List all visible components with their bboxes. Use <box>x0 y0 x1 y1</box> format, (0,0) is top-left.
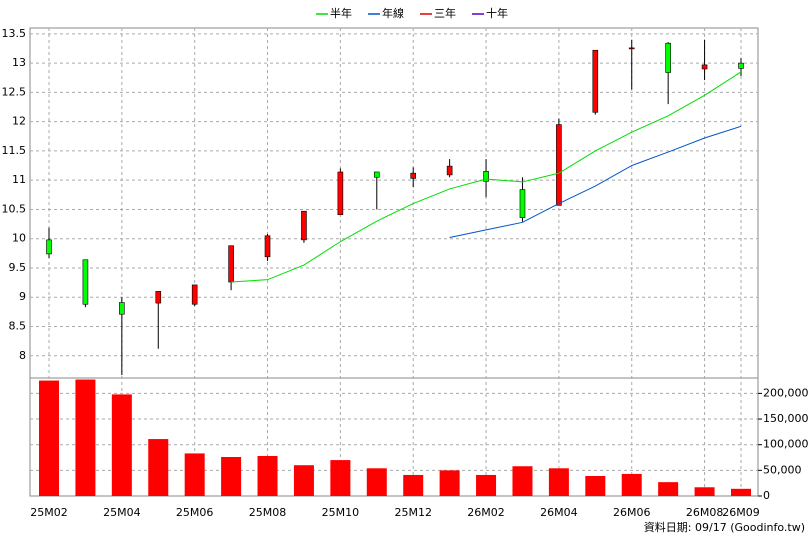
volume-bar <box>257 455 278 496</box>
x-tick-label: 25M06 <box>176 506 214 519</box>
y-tick-label: 11 <box>12 173 26 186</box>
volume-bar <box>658 482 679 496</box>
candle-body <box>337 171 344 216</box>
candle-body <box>483 171 489 182</box>
candle-body <box>701 64 708 70</box>
y-tick-label: 10 <box>12 232 26 245</box>
candle-body <box>228 245 234 283</box>
y2-tick-label: 200,000 <box>763 386 808 399</box>
legend-label: 半年 <box>330 6 352 20</box>
volume-bar <box>694 487 715 496</box>
x-tick-label: 26M06 <box>613 506 651 519</box>
candle-body <box>191 284 198 305</box>
candle-body <box>264 235 271 258</box>
x-tick-label: 26M04 <box>540 506 578 519</box>
legend-label: 十年 <box>486 6 508 20</box>
y-tick-label: 13.5 <box>2 27 27 40</box>
candle-body <box>628 47 635 50</box>
y2-tick-label: 100,000 <box>763 438 808 451</box>
x-tick-label: 25M02 <box>30 506 68 519</box>
legend-label: 三年 <box>434 6 456 20</box>
candle-body <box>665 42 671 73</box>
volume-bar <box>39 380 59 496</box>
y-tick-label: 12.5 <box>2 85 27 98</box>
ma-line <box>449 125 742 239</box>
volume-bar <box>512 466 533 496</box>
volume-bar <box>293 465 314 496</box>
candle-body <box>119 302 125 315</box>
volume-bar <box>403 474 424 496</box>
candle-body <box>556 124 562 206</box>
y-tick-label: 13 <box>12 56 26 69</box>
volume-bar <box>75 379 96 496</box>
ma-line <box>231 71 742 283</box>
volume-bar <box>476 474 497 496</box>
candle-body <box>592 49 599 113</box>
candle-body <box>373 171 380 178</box>
volume-bar <box>731 488 751 496</box>
candle-body <box>46 239 52 255</box>
volume-bar <box>330 460 351 496</box>
y2-tick-label: 0 <box>763 489 770 502</box>
volume-bar <box>585 475 606 496</box>
volume-bar <box>148 439 169 496</box>
volume-bar <box>439 470 460 496</box>
y-tick-label: 10.5 <box>2 202 27 215</box>
y-tick-label: 9 <box>19 290 26 303</box>
volume-bar <box>111 394 132 496</box>
volume-bar <box>366 468 387 496</box>
candle-body <box>519 189 526 218</box>
candle-body <box>301 210 307 241</box>
x-tick-label: 25M04 <box>103 506 141 519</box>
candle-body <box>82 259 89 305</box>
volume-bar <box>184 453 205 496</box>
candle-body <box>410 172 417 179</box>
candle-body <box>155 291 162 304</box>
x-tick-label: 25M12 <box>394 506 432 519</box>
y-tick-label: 11.5 <box>2 144 27 157</box>
y-tick-label: 12 <box>12 115 26 128</box>
volume-bar <box>621 473 642 496</box>
candle-body <box>446 165 453 176</box>
x-tick-label: 25M08 <box>249 506 287 519</box>
volume-bar <box>221 457 242 496</box>
x-tick-label: 26M09 <box>722 506 760 519</box>
volume-bar <box>548 468 569 496</box>
candle-body <box>738 62 744 69</box>
y-tick-label: 8 <box>19 349 26 362</box>
y-tick-label: 9.5 <box>9 261 27 274</box>
legend-label: 年線 <box>382 6 404 20</box>
source-note: 資料日期: 09/17 (Goodinfo.tw) <box>644 520 805 534</box>
plot-frame <box>29 27 759 497</box>
y-tick-label: 8.5 <box>9 319 27 332</box>
x-tick-label: 26M08 <box>686 506 724 519</box>
x-tick-label: 25M10 <box>322 506 360 519</box>
y2-tick-label: 150,000 <box>763 412 808 425</box>
y2-tick-label: 50,000 <box>763 463 802 476</box>
x-tick-label: 26M02 <box>467 506 505 519</box>
